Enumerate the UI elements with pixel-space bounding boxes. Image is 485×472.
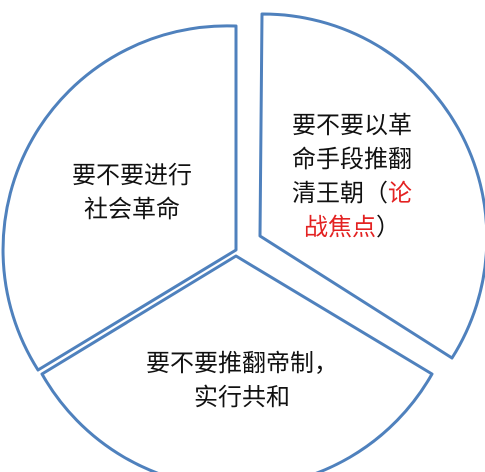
segment-bottom-line-2: 实行共和 [194,383,290,411]
segment-bottom-line-1: 要不要推翻帝制， [146,349,338,377]
segment-right-line-3-highlight: 论 [388,179,412,207]
segment-right-line-3: 清王朝（论 [292,176,412,210]
segment-right-line-3-plain: 清王朝（ [292,179,388,207]
segment-right-line-1: 要不要以革 [292,111,412,139]
segment-right-label: 要不要以革 命手段推翻 清王朝（论 战焦点） [292,108,412,244]
segment-right-line-4-plain: ） [376,213,400,241]
segment-right-line-4-highlight: 战焦点 [304,213,376,241]
segment-left-label: 要不要进行 社会革命 [72,158,192,226]
segment-left [1,24,238,372]
segment-right [258,12,485,360]
segment-left-line-2: 社会革命 [84,195,180,223]
segment-left-line-1: 要不要进行 [72,161,192,189]
segment-bottom [40,254,434,472]
segment-right-line-4: 战焦点） [292,210,412,244]
segment-bottom-label: 要不要推翻帝制， 实行共和 [146,346,338,414]
segment-right-line-2: 命手段推翻 [292,145,412,173]
